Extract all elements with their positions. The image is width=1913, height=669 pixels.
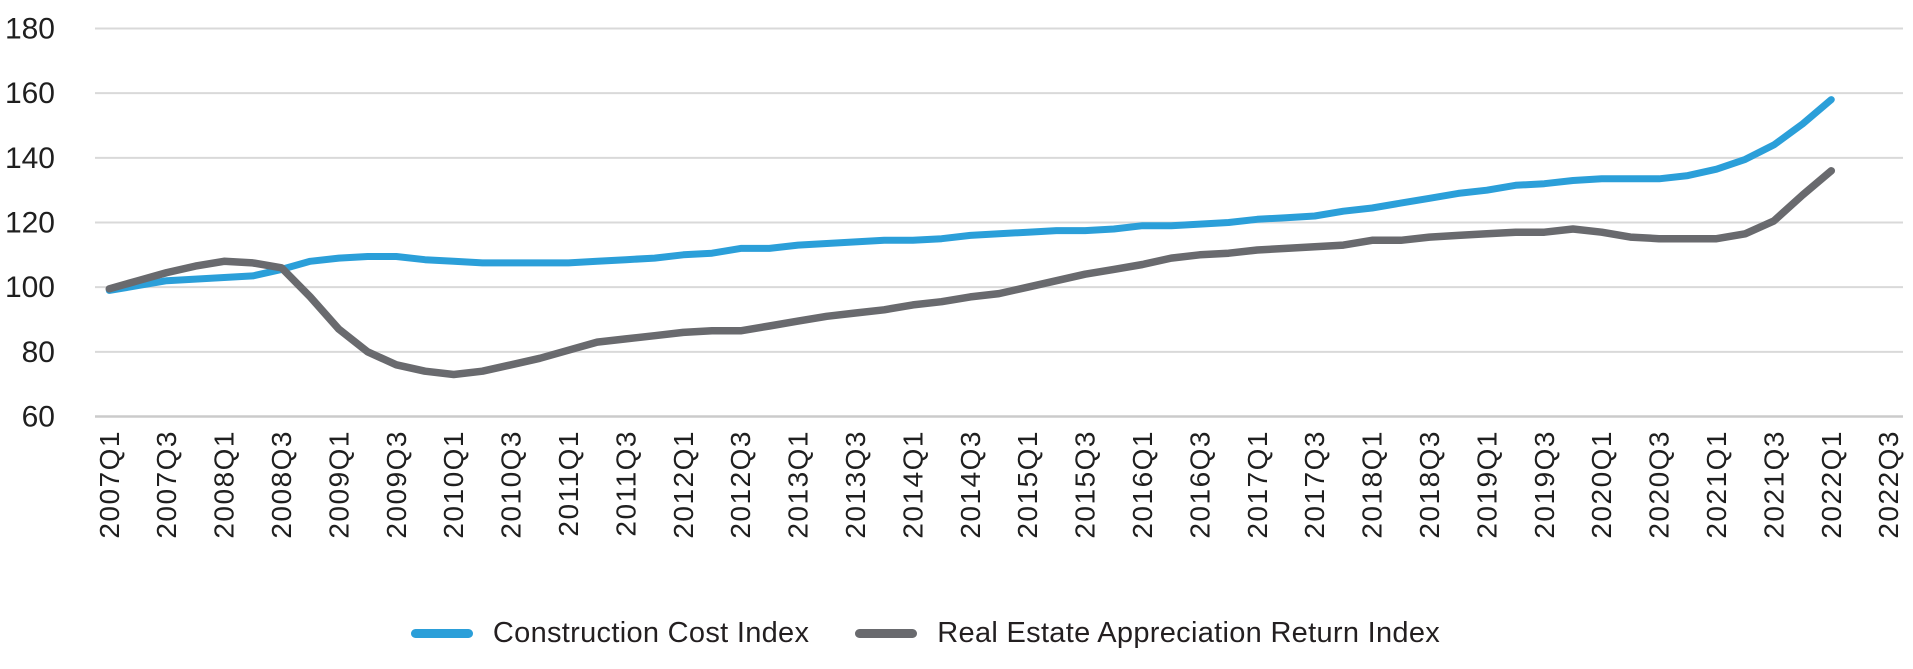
- series-line-0: [105, 96, 1835, 294]
- x-tick-label-2010Q1: 2010Q1: [438, 430, 469, 539]
- x-axis-tick-labels: 2007Q1 2007Q3 2008Q1 2008Q3 2009Q1 2009Q3 2010…: [94, 430, 1904, 539]
- x-tick-label-2016Q1: 2016Q1: [1127, 430, 1158, 539]
- x-tick-label-2017Q3: 2017Q3: [1299, 430, 1330, 539]
- x-tick-label-2022Q1: 2022Q1: [1816, 430, 1847, 539]
- x-tick-label-2014Q1: 2014Q1: [897, 430, 928, 539]
- y-tick-label-160: 160: [5, 77, 55, 110]
- legend-swatch-construction-cost-index: [410, 629, 473, 638]
- series-line-1: [105, 167, 1836, 379]
- x-tick-label-2007Q3: 2007Q3: [151, 430, 182, 539]
- y-axis-tick-labels: 180 160 140 120 100 80 60: [5, 13, 55, 434]
- x-tick-label-2012Q1: 2012Q1: [668, 430, 699, 539]
- x-tick-label-2018Q3: 2018Q3: [1414, 430, 1445, 539]
- x-tick-label-2014Q3: 2014Q3: [955, 430, 986, 539]
- x-tick-label-2018Q1: 2018Q1: [1357, 430, 1388, 539]
- y-tick-label-60: 60: [22, 401, 55, 434]
- legend-item-real-estate-appreciation-return-index: Real Estate Appreciation Return Index: [855, 617, 1440, 650]
- x-tick-label-2012Q3: 2012Q3: [725, 430, 756, 539]
- x-tick-label-2013Q1: 2013Q1: [783, 430, 814, 539]
- y-tick-label-120: 120: [5, 207, 55, 240]
- x-tick-label-2008Q3: 2008Q3: [266, 430, 297, 539]
- x-tick-label-2013Q3: 2013Q3: [840, 430, 871, 539]
- gridlines: [95, 27, 1903, 418]
- x-tick-label-2020Q3: 2020Q3: [1644, 430, 1675, 539]
- x-tick-label-2011Q3: 2011Q3: [610, 430, 641, 537]
- y-tick-label-100: 100: [5, 271, 55, 304]
- x-tick-label-2009Q1: 2009Q1: [323, 430, 354, 539]
- legend-item-construction-cost-index: Construction Cost Index: [410, 617, 810, 650]
- x-tick-label-2015Q1: 2015Q1: [1012, 430, 1043, 539]
- x-tick-label-2021Q1: 2021Q1: [1701, 430, 1732, 539]
- series-lines: [105, 96, 1836, 379]
- x-tick-label-2019Q3: 2019Q3: [1529, 430, 1560, 539]
- x-tick-label-2010Q3: 2010Q3: [496, 430, 527, 539]
- y-tick-label-140: 140: [5, 142, 55, 175]
- legend-label-construction-cost-index: Construction Cost Index: [492, 617, 810, 649]
- x-tick-label-2011Q1: 2011Q1: [553, 430, 584, 537]
- y-tick-label-80: 80: [22, 336, 55, 369]
- chart-legend: Construction Cost Index Real Estate Appr…: [0, 617, 1913, 650]
- x-tick-label-2009Q3: 2009Q3: [381, 430, 412, 539]
- legend-swatch-real-estate-appreciation-return-index: [855, 629, 918, 638]
- x-tick-label-2022Q3: 2022Q3: [1873, 430, 1904, 539]
- x-tick-label-2016Q3: 2016Q3: [1184, 430, 1215, 539]
- x-tick-label-2007Q1: 2007Q1: [94, 430, 125, 539]
- x-tick-label-2015Q3: 2015Q3: [1070, 430, 1101, 539]
- x-tick-label-2021Q3: 2021Q3: [1758, 430, 1789, 539]
- legend-label-real-estate-appreciation-return-index: Real Estate Appreciation Return Index: [937, 617, 1441, 649]
- x-tick-label-2017Q1: 2017Q1: [1242, 430, 1273, 539]
- x-tick-label-2019Q1: 2019Q1: [1471, 430, 1502, 539]
- y-tick-label-180: 180: [5, 13, 55, 46]
- x-tick-label-2020Q1: 2020Q1: [1586, 430, 1617, 539]
- x-tick-label-2008Q1: 2008Q1: [209, 430, 240, 539]
